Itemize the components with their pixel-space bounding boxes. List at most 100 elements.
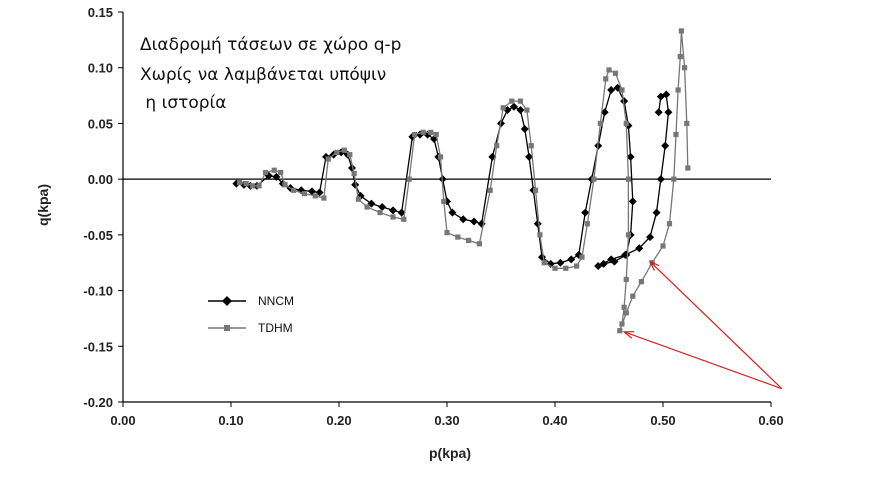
y-tick-label: 0.10 [88,61,113,76]
data-point [673,131,679,138]
data-point [652,208,661,217]
data-point [656,92,665,101]
y-tick-label: 0.00 [88,172,113,187]
data-point [666,221,673,227]
data-point [584,221,590,227]
data-point [448,208,457,217]
x-tick-label: 0.50 [650,413,675,428]
data-point [524,107,530,113]
data-point [685,165,691,171]
y-tick-label: -0.20 [83,395,113,410]
data-point [617,328,623,334]
legend-entry-tdhm: TDHM [208,321,293,335]
x-tick-label: 0.20 [326,413,351,428]
data-point [517,98,524,104]
data-point [525,152,534,161]
data-point [334,149,340,155]
data-point [389,206,397,215]
data-point [594,262,603,271]
data-point [638,279,644,285]
data-point [237,179,243,186]
annotation-arrow-head [648,260,660,271]
data-point [420,129,426,135]
data-point [516,106,525,115]
data-point [574,263,580,269]
data-point [675,87,681,93]
data-point [556,258,565,267]
data-point [520,125,529,133]
data-point [684,120,690,127]
legend-entry-nncm: NNCM [208,294,294,308]
data-point [563,265,569,271]
data-point [600,108,609,117]
annotation-arrow-line [649,261,783,390]
data-point [623,310,629,316]
data-point [628,197,637,206]
data-point [262,169,269,176]
data-point [533,219,542,228]
data-point [597,120,603,127]
data-point [635,244,644,253]
data-point [466,237,472,244]
data-point [630,293,636,299]
x-tick-label: 0.00 [110,413,135,428]
data-point [677,53,683,60]
data-point [444,230,450,236]
data-point [250,183,256,189]
annotation-line-2: Χωρίς να λαμβάνεται υπόψιν [140,65,386,85]
legend-label-tdhm: TDHM [258,321,293,335]
data-point [312,193,318,199]
data-point [579,254,585,260]
legend-label-nncm: NNCM [258,294,294,308]
data-point [397,208,406,217]
data-point [347,164,356,172]
data-point [256,183,262,189]
data-point [623,120,629,127]
data-point [678,28,684,34]
y-tick-label: -0.10 [83,284,113,299]
data-point [532,187,539,193]
data-point [509,102,518,111]
data-point [603,76,609,82]
data-point [661,141,670,150]
data-point [364,204,370,210]
data-point [682,65,688,71]
data-point [567,255,576,264]
legend-marker-tdhm [224,325,230,331]
data-point [664,108,673,117]
data-point [282,182,288,188]
data-point [509,98,515,104]
data-point [412,131,418,138]
annotation-arrows [622,260,783,390]
data-point [646,233,655,242]
data-point [626,152,635,161]
data-point [437,154,444,160]
data-point [606,67,612,73]
legend: NNCM TDHM [208,294,294,335]
y-axis-label: q(kpa) [35,184,51,226]
data-point [351,180,360,189]
data-point [455,234,461,240]
legend-marker-nncm [222,296,232,306]
annotation-arrow-line [623,331,783,390]
data-point [301,191,308,197]
data-point [500,105,506,111]
series-layer [232,28,691,334]
data-point [390,214,396,220]
data-point [541,260,547,266]
annotation-arrow-head [622,331,635,339]
data-point [654,108,663,117]
data-point [428,129,434,135]
data-point [607,86,616,94]
data-point [278,169,284,176]
data-point [459,215,468,224]
y-tick-label: 0.05 [88,116,113,131]
data-point [619,321,625,327]
data-point [581,208,590,217]
data-point [271,167,277,173]
y-tick-label: 0.15 [88,5,113,20]
data-point [528,143,534,149]
data-point [607,255,616,264]
x-tick-label: 0.30 [434,413,459,428]
data-point [476,241,482,247]
